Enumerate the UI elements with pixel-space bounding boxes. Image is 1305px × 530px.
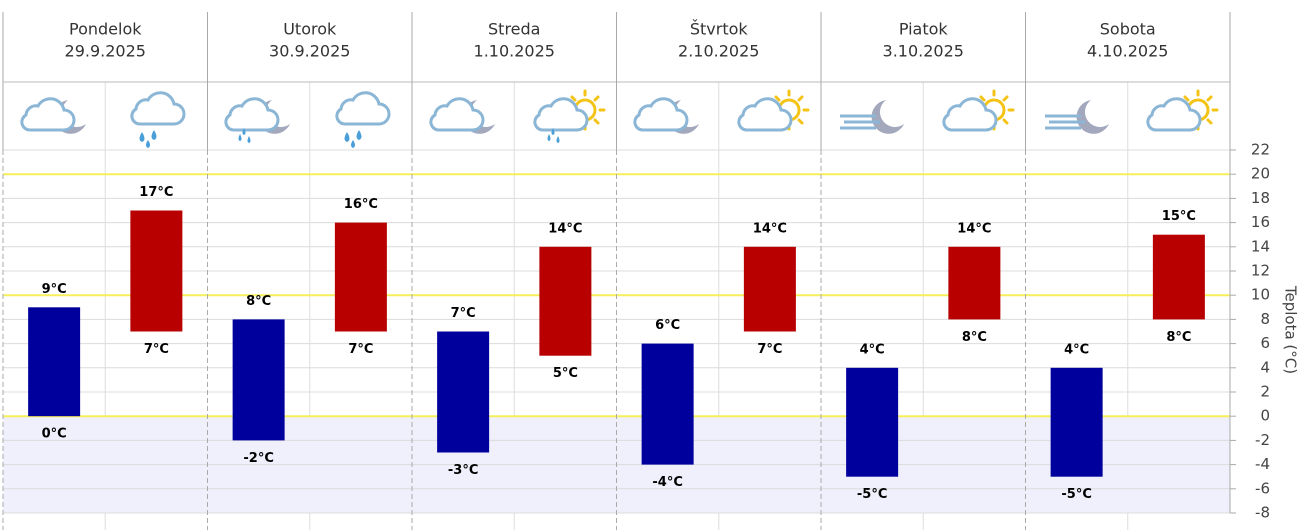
temp-bar: [232, 319, 285, 441]
value-label: 14°C: [548, 221, 582, 236]
value-label: 7°C: [757, 342, 782, 357]
value-label: 4°C: [860, 342, 885, 357]
temp-bar: [130, 210, 183, 332]
temp-bar: [28, 307, 81, 417]
day-name: Pondelok: [69, 20, 142, 39]
day-date: 30.9.2025: [269, 42, 350, 61]
y-tick-label: -4: [1255, 455, 1270, 473]
y-tick-label: 8: [1260, 310, 1270, 328]
value-label: 7°C: [144, 342, 169, 357]
y-tick-label: -2: [1255, 431, 1270, 449]
y-tick-label: 2: [1260, 383, 1270, 401]
icon: [335, 91, 391, 148]
value-label: 15°C: [1162, 209, 1196, 224]
y-tick-label: 20: [1251, 165, 1270, 183]
icon: [224, 97, 290, 143]
temp-bar: [1050, 367, 1103, 477]
value-label: 4°C: [1064, 342, 1089, 357]
icon: [1146, 89, 1219, 132]
weather-icons: [20, 89, 1219, 148]
icon: [429, 97, 495, 134]
value-label: -5°C: [857, 487, 887, 502]
icon: [737, 89, 810, 132]
y-tick-label: 6: [1260, 334, 1270, 352]
day-date: 1.10.2025: [474, 42, 555, 61]
y-tick-label: 22: [1251, 141, 1270, 159]
temp-bar: [641, 343, 694, 465]
day-date: 4.10.2025: [1087, 42, 1168, 61]
y-axis-title: Teplota (°C): [1282, 285, 1300, 374]
y-tick-label: -6: [1255, 479, 1270, 497]
icon: [130, 91, 186, 148]
value-label: 17°C: [139, 185, 173, 200]
value-label: 14°C: [753, 221, 787, 236]
temp-bar: [948, 246, 1001, 320]
value-label: -2°C: [243, 451, 273, 466]
day-name: Piatok: [899, 20, 949, 39]
value-label: 7°C: [451, 306, 476, 321]
temp-bar: [846, 367, 899, 477]
day-date: 29.9.2025: [65, 42, 146, 61]
value-label: 8°C: [1166, 330, 1191, 345]
y-tick-label: 10: [1251, 286, 1270, 304]
temp-bar: [334, 222, 387, 332]
value-label: 7°C: [348, 342, 373, 357]
y-tick-label: 0: [1260, 407, 1270, 425]
day-name: Štvrtok: [690, 20, 749, 39]
value-label: 6°C: [655, 318, 680, 333]
icon: [633, 97, 699, 134]
value-label: 0°C: [42, 427, 67, 442]
day-name: Streda: [488, 20, 540, 39]
temp-bar: [437, 331, 490, 453]
value-label: 8°C: [246, 294, 271, 309]
day-date: 2.10.2025: [678, 42, 759, 61]
value-label: 16°C: [344, 197, 378, 212]
icon: [838, 100, 904, 134]
icon: [942, 89, 1015, 132]
temp-bar: [743, 246, 796, 332]
value-label: 5°C: [553, 366, 578, 381]
value-label: 8°C: [962, 330, 987, 345]
y-tick-label: 16: [1251, 213, 1270, 231]
value-label: 14°C: [957, 221, 991, 236]
y-tick-label: 18: [1251, 189, 1270, 207]
y-tick-label: 12: [1251, 262, 1270, 280]
temp-bar: [1152, 234, 1205, 320]
day-name: Sobota: [1100, 20, 1156, 39]
icon: [533, 89, 606, 143]
value-label: -4°C: [652, 475, 682, 490]
temp-bar: [539, 246, 592, 356]
day-date: 3.10.2025: [883, 42, 964, 61]
y-tick-label: 4: [1260, 358, 1270, 376]
y-tick-label: 14: [1251, 237, 1270, 255]
day-name: Utorok: [283, 20, 337, 39]
y-tick-label: -8: [1255, 504, 1270, 522]
icon: [1043, 100, 1109, 134]
value-label: -5°C: [1061, 487, 1091, 502]
value-label: -3°C: [448, 463, 478, 478]
value-label: 9°C: [42, 282, 67, 297]
icon: [20, 97, 86, 134]
